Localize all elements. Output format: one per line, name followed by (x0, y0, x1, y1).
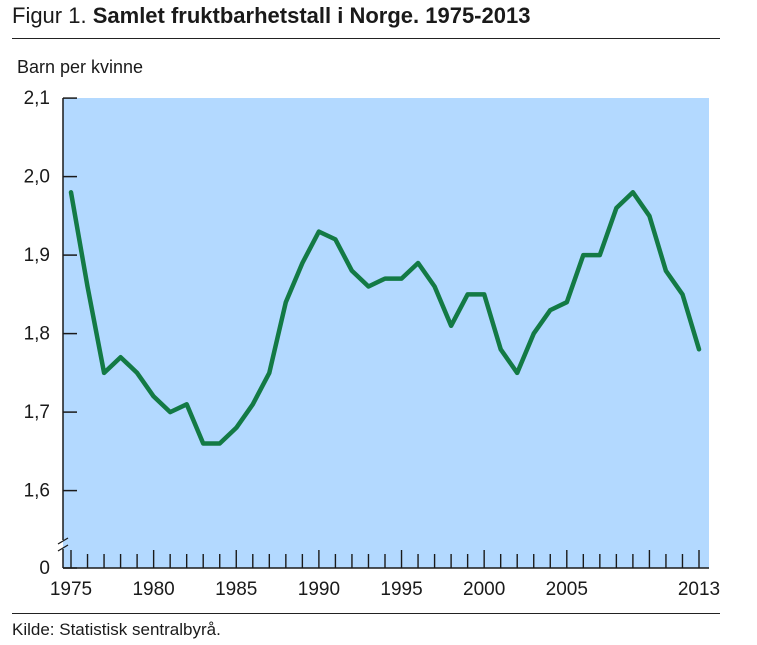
y-tick-label: 2,0 (24, 167, 50, 188)
y-tick-label: 1,9 (24, 245, 50, 266)
figure-title: Figur 1. Samlet fruktbarhetstall i Norge… (12, 3, 530, 29)
x-tick-label: 2013 (678, 579, 720, 600)
bottom-rule (12, 613, 720, 615)
y-tick-label: 1,6 (24, 481, 50, 502)
x-tick-label: 2005 (546, 579, 588, 600)
ticks: 0 1,6 1,7 1,8 1,9 2,0 2,1 1975 1980 1985 1990 1995 2… (24, 88, 721, 600)
y-tick-label: 0 (39, 558, 50, 579)
plot-area (63, 98, 709, 568)
x-tick-label: 1975 (50, 579, 92, 600)
top-rule (12, 38, 720, 40)
series-line (68, 190, 702, 446)
x-tick-label: 1985 (215, 579, 257, 600)
x-tick-label: 1980 (132, 579, 174, 600)
y-tick-label: 1,8 (24, 324, 50, 345)
series-layer (68, 190, 702, 446)
y-axis-break-mark (57, 537, 69, 552)
y-tick-label: 1,7 (24, 402, 50, 423)
figure-label: Figur 1. (12, 3, 87, 28)
source-note: Kilde: Statistisk sentralbyrå. (12, 620, 221, 639)
x-tick-label: 2000 (463, 579, 505, 600)
x-tick-label: 1995 (380, 579, 422, 600)
y-axis-label: Barn per kvinne (17, 57, 144, 77)
x-tick-label: 1990 (298, 579, 340, 600)
y-tick-label: 2,1 (24, 88, 50, 109)
chart-title: Samlet fruktbarhetstall i Norge. 1975-20… (92, 3, 531, 28)
